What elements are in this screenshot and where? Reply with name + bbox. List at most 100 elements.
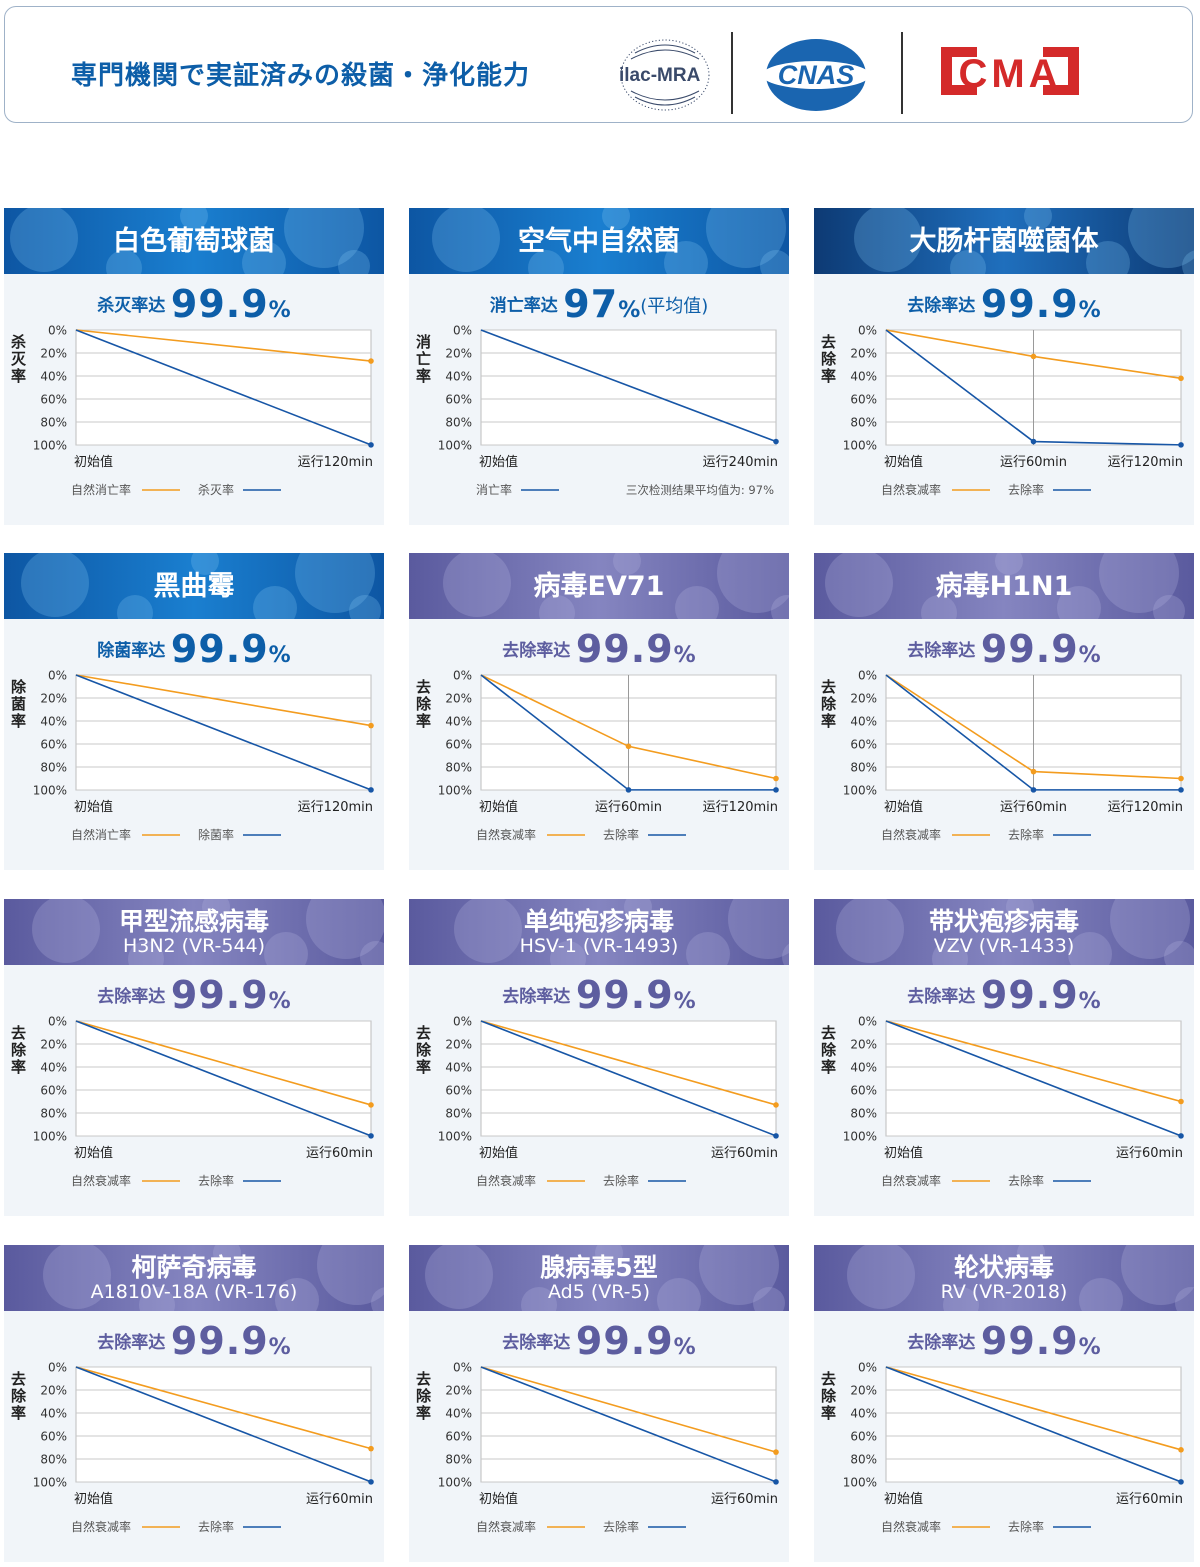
y-tick-label: 80% xyxy=(445,1107,472,1121)
rate-value: 99.9 xyxy=(980,1319,1079,1363)
y-tick-label: 60% xyxy=(850,738,877,752)
y-tick-label: 60% xyxy=(445,393,472,407)
panel-header: 腺病毒5型 Ad5 (VR-5) xyxy=(409,1245,789,1311)
data-point xyxy=(1178,1133,1184,1139)
panel-title: 单纯疱疹病毒 xyxy=(523,906,674,936)
panel-subtitle: HSV-1 (VR-1493) xyxy=(519,934,679,957)
y-axis-label: 去除率 xyxy=(819,1024,837,1076)
logo-divider xyxy=(901,32,903,114)
x-tick-label: 初始值 xyxy=(74,1145,113,1161)
y-tick-label: 80% xyxy=(40,416,67,430)
data-point xyxy=(1178,775,1184,782)
panel-header: 甲型流感病毒 H3N2 (VR-544) xyxy=(4,899,384,965)
y-tick-label: 80% xyxy=(850,416,877,430)
panel-title: 大肠杆菌噬菌体 xyxy=(909,225,1099,257)
legend-label: 去除率 xyxy=(603,1173,639,1188)
y-tick-label: 80% xyxy=(40,1453,67,1467)
rate-label: 去除率达 xyxy=(97,1333,166,1353)
x-tick-label: 运行120min xyxy=(1108,455,1183,470)
x-tick-label: 初始值 xyxy=(884,799,923,815)
y-tick-label: 100% xyxy=(843,439,877,453)
microbe-illustration-icon xyxy=(443,553,789,619)
data-point xyxy=(368,1102,374,1108)
y-tick-label: 20% xyxy=(445,1384,472,1398)
y-tick-label: 20% xyxy=(445,347,472,361)
y-tick-label: 80% xyxy=(850,1453,877,1467)
y-tick-label: 100% xyxy=(33,1476,67,1490)
y-tick-label: 40% xyxy=(850,1061,877,1075)
x-tick-label: 初始值 xyxy=(74,1491,113,1507)
microbe-illustration-icon xyxy=(32,899,384,965)
data-point xyxy=(368,1479,374,1485)
chart-panel: 带状疱疹病毒 VZV (VR-1433) 去除率达 99.9% 0% 20% 40% 60%… xyxy=(814,899,1194,1216)
legend-label: 自然衰减率 xyxy=(476,1519,536,1534)
rate-unit: % xyxy=(268,298,291,323)
data-point xyxy=(1178,1479,1184,1485)
legend-label: 自然衰减率 xyxy=(881,1519,941,1534)
legend-label: 自然衰减率 xyxy=(881,482,941,497)
cnas-logo: CNAS xyxy=(762,39,870,111)
y-axis-label: 去除率 xyxy=(414,678,432,730)
data-point xyxy=(368,442,374,448)
y-tick-label: 20% xyxy=(445,1038,472,1052)
rate-label: 去除率达 xyxy=(907,641,976,661)
y-tick-label: 20% xyxy=(445,692,472,706)
rate-headline: 去除率达 99.9% xyxy=(409,973,789,1017)
data-point xyxy=(773,1133,779,1139)
y-tick-label: 0% xyxy=(48,1015,67,1029)
data-point xyxy=(1030,353,1037,360)
x-tick-label: 初始值 xyxy=(479,1145,518,1161)
y-axis-label: 去除率 xyxy=(819,1370,837,1422)
series-line-removal xyxy=(480,329,777,443)
x-tick-label: 运行120min xyxy=(703,800,778,815)
y-tick-label: 20% xyxy=(850,347,877,361)
chart-panel: 腺病毒5型 Ad5 (VR-5) 去除率达 99.9% 0% 20% 40% 60% 80% 1… xyxy=(409,1245,789,1562)
rate-headline: 去除率达 99.9% xyxy=(4,973,384,1017)
y-tick-label: 40% xyxy=(445,1061,472,1075)
chart-panel: 柯萨奇病毒 A1810V-18A (VR-176) 去除率达 99.9% 0% 20% 4… xyxy=(4,1245,384,1562)
rate-unit: % xyxy=(268,989,291,1014)
rate-label: 去除率达 xyxy=(97,987,166,1007)
rate-headline: 去除率达 99.9% xyxy=(4,1319,384,1363)
y-axis-label: 消亡率 xyxy=(414,333,432,385)
rate-headline: 去除率达 99.9% xyxy=(409,1319,789,1363)
data-point xyxy=(1030,438,1037,445)
logo-divider xyxy=(731,32,733,114)
rate-label: 去除率达 xyxy=(907,987,976,1007)
legend-label: 自然衰减率 xyxy=(71,1173,131,1188)
rate-headline: 去除率达 99.9% xyxy=(814,973,1194,1017)
chart-panel: 单纯疱疹病毒 HSV-1 (VR-1493) 去除率达 99.9% 0% 20% 40% 6… xyxy=(409,899,789,1216)
legend-label: 去除率 xyxy=(1008,827,1044,842)
data-point xyxy=(625,743,632,750)
data-point xyxy=(368,1445,374,1452)
microbe-illustration-icon xyxy=(10,208,370,274)
panel-title: 病毒H1N1 xyxy=(935,570,1073,602)
legend-label: 自然衰减率 xyxy=(476,1173,536,1188)
rate-unit: % xyxy=(1078,298,1101,323)
y-tick-label: 80% xyxy=(850,1107,877,1121)
x-tick-label: 运行60min xyxy=(1000,800,1067,815)
y-tick-label: 80% xyxy=(40,1107,67,1121)
y-axis-label: 去除率 xyxy=(819,333,837,385)
cma-logo: CMA xyxy=(941,47,1079,96)
panel-header: 大肠杆菌噬菌体 xyxy=(814,208,1194,274)
panel-title: 黑曲霉 xyxy=(153,570,235,602)
rate-headline: 去除率达 99.9% xyxy=(409,627,789,671)
series-line-removal xyxy=(75,1020,372,1137)
legend-label: 去除率 xyxy=(1008,482,1044,497)
panel-header: 带状疱疹病毒 VZV (VR-1433) xyxy=(814,899,1194,965)
rate-value: 97 xyxy=(563,282,619,326)
rate-value: 99.9 xyxy=(980,973,1079,1017)
rate-label: 除菌率达 xyxy=(97,641,166,661)
legend-label: 自然衰减率 xyxy=(881,827,941,842)
panel-title: 病毒EV71 xyxy=(533,570,665,602)
data-point xyxy=(1178,1098,1184,1105)
banner-title: 専門機関で実証済みの殺菌・浄化能力 xyxy=(71,61,531,91)
series-line-removal xyxy=(75,674,372,791)
y-tick-label: 100% xyxy=(438,1476,472,1490)
data-point xyxy=(368,722,374,729)
series-line-removal xyxy=(885,1366,1182,1483)
